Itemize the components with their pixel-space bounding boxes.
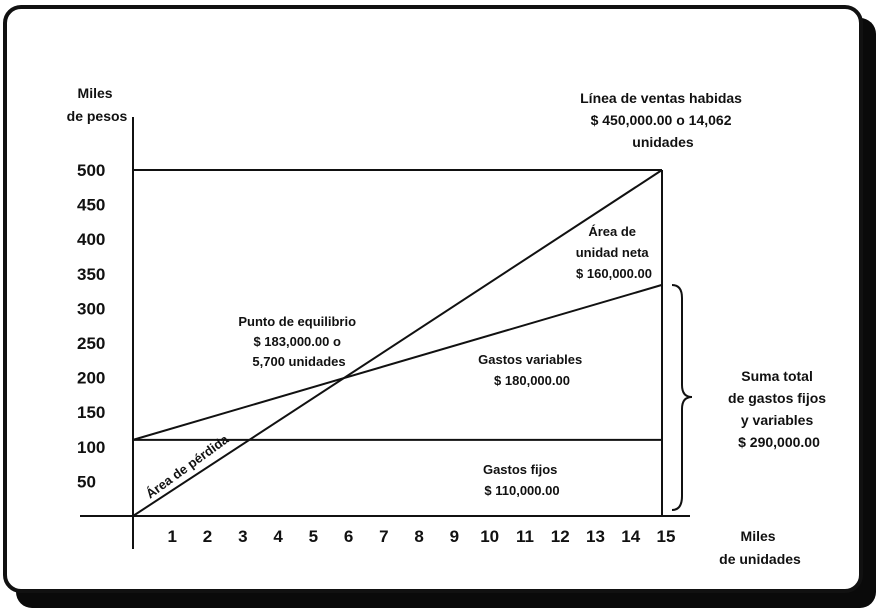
annotation-equilibrio-line-1: Punto de equilibrio bbox=[238, 314, 356, 329]
x-tick-label-9: 9 bbox=[450, 527, 459, 546]
x-tick-label-7: 7 bbox=[379, 527, 388, 546]
y-axis-label-line-2: de pesos bbox=[67, 108, 128, 124]
annotation-equilibrio-line-2: $ 183,000.00 o bbox=[253, 334, 341, 349]
y-tick-label-150: 150 bbox=[77, 403, 105, 422]
annotation-utilidad-line-2: unidad neta bbox=[576, 245, 650, 260]
y-tick-label-400: 400 bbox=[77, 230, 105, 249]
annotation-ventas-line-2: $ 450,000.00 o 14,062 bbox=[591, 112, 732, 128]
y-tick-label-50: 50 bbox=[77, 472, 96, 491]
x-tick-label-8: 8 bbox=[414, 527, 423, 546]
annotation-suma-total: Suma total de gastos fijos y variables $… bbox=[728, 368, 830, 450]
y-axis-label-line-1: Miles bbox=[78, 85, 113, 101]
annotation-gastos-fijos: Gastos fijos $ 110,000.00 bbox=[483, 462, 561, 498]
series-line-ventas bbox=[132, 169, 663, 517]
annotation-equilibrio-line-3: 5,700 unidades bbox=[252, 354, 345, 369]
y-tick-label-300: 300 bbox=[77, 299, 105, 318]
annotation-ventas-line-3: unidades bbox=[632, 134, 694, 150]
annotation-ventas-line-1: Línea de ventas habidas bbox=[580, 90, 742, 106]
annotation-ventas: Línea de ventas habidas $ 450,000.00 o 1… bbox=[580, 90, 746, 150]
y-tick-label-100: 100 bbox=[77, 438, 105, 457]
y-axis-label: Miles de pesos bbox=[67, 85, 128, 124]
y-tick-label-450: 450 bbox=[77, 196, 105, 215]
x-tick-label-5: 5 bbox=[309, 527, 318, 546]
y-tick-label-200: 200 bbox=[77, 369, 105, 388]
x-tick-label-14: 14 bbox=[621, 527, 640, 546]
series-line-gastos-totales bbox=[132, 283, 663, 441]
total-expenses-brace bbox=[671, 284, 693, 511]
annotation-gastos-variables-line-2: $ 180,000.00 bbox=[494, 373, 570, 388]
frame-border bbox=[3, 5, 863, 593]
x-tick-label-6: 6 bbox=[344, 527, 353, 546]
annotation-gastos-fijos-line-1: Gastos fijos bbox=[483, 462, 557, 477]
y-tick-label-250: 250 bbox=[77, 334, 105, 353]
y-tick-label-500: 500 bbox=[77, 161, 105, 180]
annotation-equilibrio: Punto de equilibrio $ 183,000.00 o 5,700… bbox=[238, 314, 359, 369]
y-tick-label-350: 350 bbox=[77, 265, 105, 284]
annotation-suma-total-line-4: $ 290,000.00 bbox=[738, 434, 820, 450]
annotation-suma-total-line-2: de gastos fijos bbox=[728, 390, 826, 406]
annotation-gastos-variables: Gastos variables $ 180,000.00 bbox=[478, 352, 586, 388]
x-tick-label-11: 11 bbox=[516, 527, 534, 546]
x-tick-label-2: 2 bbox=[203, 527, 212, 546]
annotation-gastos-fijos-line-2: $ 110,000.00 bbox=[484, 483, 559, 498]
annotation-gastos-variables-line-1: Gastos variables bbox=[478, 352, 582, 367]
x-tick-label-4: 4 bbox=[273, 527, 283, 546]
annotation-suma-total-line-3: y variables bbox=[741, 412, 814, 428]
annotation-utilidad-line-3: $ 160,000.00 bbox=[576, 266, 652, 281]
x-axis-label: Miles de unidades bbox=[719, 528, 801, 567]
x-tick-label-10: 10 bbox=[480, 527, 499, 546]
annotation-utilidad: Área de unidad neta $ 160,000.00 bbox=[576, 224, 653, 281]
x-tick-label-3: 3 bbox=[238, 527, 247, 546]
x-axis-label-line-2: de unidades bbox=[719, 551, 801, 567]
x-tick-label-13: 13 bbox=[586, 527, 605, 546]
x-tick-label-12: 12 bbox=[551, 527, 570, 546]
annotation-suma-total-line-1: Suma total bbox=[741, 368, 813, 384]
annotation-utilidad-line-1: Área de bbox=[588, 224, 636, 239]
x-axis-label-line-1: Miles bbox=[741, 528, 776, 544]
x-tick-label-15: 15 bbox=[657, 527, 676, 546]
x-tick-label-1: 1 bbox=[168, 527, 177, 546]
